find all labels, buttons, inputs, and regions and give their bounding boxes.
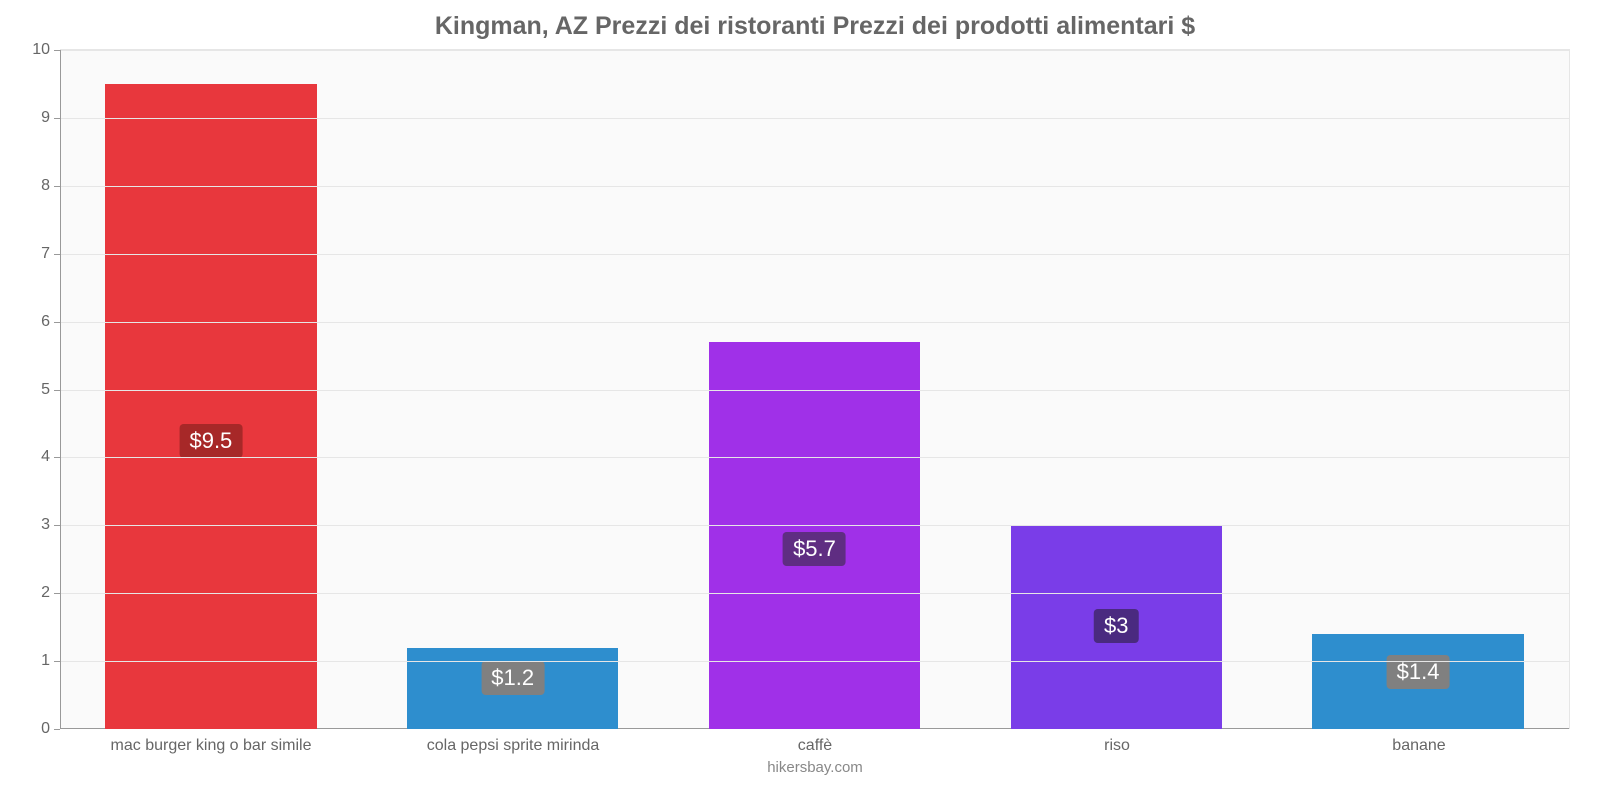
gridline — [61, 186, 1569, 187]
bar: $9.5 — [105, 84, 316, 729]
gridline — [61, 457, 1569, 458]
x-axis-label: riso — [966, 737, 1268, 755]
y-tick-mark — [54, 322, 60, 323]
plot-area: $9.5$1.2$5.7$3$1.4 012345678910 — [60, 49, 1570, 729]
bar-value-label: $3 — [1094, 609, 1138, 643]
x-axis-label: caffè — [664, 737, 966, 755]
y-tick-label: 0 — [10, 720, 50, 738]
chart-caption: hikersbay.com — [60, 759, 1570, 776]
y-tick-label: 6 — [10, 313, 50, 331]
y-tick-mark — [54, 186, 60, 187]
chart-title: Kingman, AZ Prezzi dei ristoranti Prezzi… — [60, 10, 1570, 41]
y-tick-mark — [54, 50, 60, 51]
gridline — [61, 254, 1569, 255]
y-tick-mark — [54, 525, 60, 526]
x-axis-label: banane — [1268, 737, 1570, 755]
bar: $3 — [1011, 525, 1222, 729]
y-tick-label: 7 — [10, 245, 50, 263]
bar-value-label: $5.7 — [783, 532, 846, 566]
y-tick-label: 8 — [10, 177, 50, 195]
y-tick-mark — [54, 729, 60, 730]
y-tick-mark — [54, 457, 60, 458]
y-tick-label: 1 — [10, 652, 50, 670]
y-tick-mark — [54, 254, 60, 255]
x-axis-label: cola pepsi sprite mirinda — [362, 737, 664, 755]
bar: $1.2 — [407, 648, 618, 729]
bar: $1.4 — [1312, 634, 1523, 729]
bar-value-label: $1.2 — [481, 661, 544, 695]
x-axis-label: mac burger king o bar simile — [60, 737, 362, 755]
bar-value-label: $9.5 — [179, 424, 242, 458]
y-tick-mark — [54, 661, 60, 662]
y-tick-label: 9 — [10, 109, 50, 127]
bar: $5.7 — [709, 342, 920, 729]
y-tick-label: 5 — [10, 381, 50, 399]
y-tick-mark — [54, 593, 60, 594]
gridline — [61, 593, 1569, 594]
gridline — [61, 50, 1569, 51]
y-tick-label: 3 — [10, 516, 50, 534]
y-tick-label: 10 — [10, 41, 50, 59]
y-tick-label: 4 — [10, 448, 50, 466]
gridline — [61, 322, 1569, 323]
gridline — [61, 118, 1569, 119]
y-tick-mark — [54, 118, 60, 119]
y-tick-label: 2 — [10, 584, 50, 602]
x-axis-labels: mac burger king o bar similecola pepsi s… — [60, 737, 1570, 755]
gridline — [61, 661, 1569, 662]
gridline — [61, 525, 1569, 526]
gridline — [61, 390, 1569, 391]
y-tick-mark — [54, 390, 60, 391]
price-bar-chart: Kingman, AZ Prezzi dei ristoranti Prezzi… — [0, 0, 1600, 800]
